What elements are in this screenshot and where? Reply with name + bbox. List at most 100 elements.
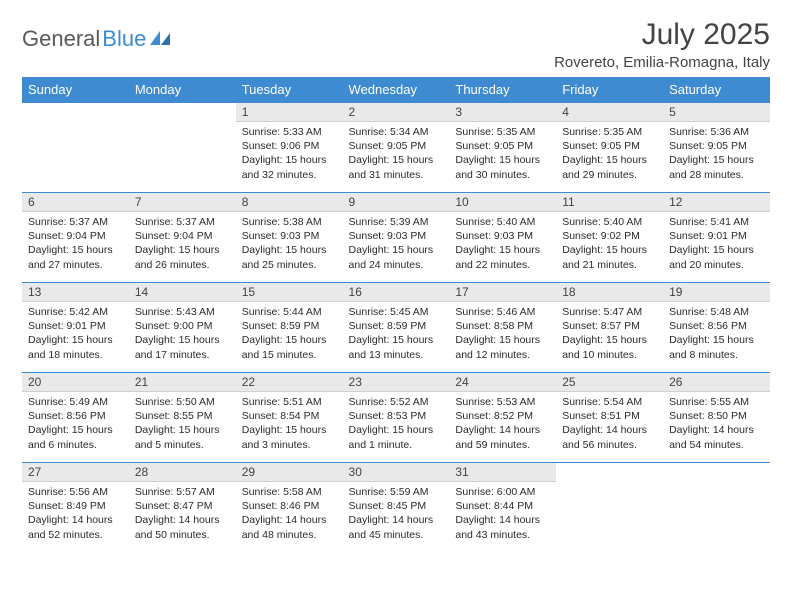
sunrise-line: Sunrise: 5:50 AM xyxy=(135,395,230,409)
calendar-week-row: 27 Sunrise: 5:56 AMSunset: 8:49 PM Dayligh… xyxy=(22,463,770,553)
day-number: 18 xyxy=(556,283,663,302)
sunset-line: Sunset: 9:03 PM xyxy=(349,229,444,243)
day-number: 6 xyxy=(22,193,129,212)
sunset-line: Sunset: 9:05 PM xyxy=(669,139,764,153)
day-details: Sunrise: 5:42 AMSunset: 9:01 PMDaylight:… xyxy=(22,302,129,366)
day-details: Sunrise: 5:51 AMSunset: 8:54 PMDaylight:… xyxy=(236,392,343,456)
weekday-header: Sunday xyxy=(22,77,129,103)
calendar-cell: 11Sunrise: 5:40 AMSunset: 9:02 PMDayligh… xyxy=(556,193,663,283)
calendar-cell: 24Sunrise: 5:53 AMSunset: 8:52 PMDayligh… xyxy=(449,373,556,463)
sunrise-line: Sunrise: 5:35 AM xyxy=(455,125,550,139)
sunrise-line: Sunrise: 5:54 AM xyxy=(562,395,657,409)
daylight-line: Daylight: 15 hours and 25 minutes. xyxy=(242,243,337,271)
sunrise-line: Sunrise: 5:39 AM xyxy=(349,215,444,229)
weekday-header: Monday xyxy=(129,77,236,103)
sunrise-line: Sunrise: 5:56 AM xyxy=(28,485,123,499)
sunset-line: Sunset: 9:00 PM xyxy=(135,319,230,333)
day-number: 17 xyxy=(449,283,556,302)
day-number: 13 xyxy=(22,283,129,302)
day-details: Sunrise: 5:54 AMSunset: 8:51 PMDaylight:… xyxy=(556,392,663,456)
sunset-line: Sunset: 9:05 PM xyxy=(562,139,657,153)
day-number: 27 xyxy=(22,463,129,482)
sunrise-line: Sunrise: 5:40 AM xyxy=(455,215,550,229)
sunrise-line: Sunrise: 5:35 AM xyxy=(562,125,657,139)
day-details: Sunrise: 5:49 AMSunset: 8:56 PMDaylight:… xyxy=(22,392,129,456)
sunset-line: Sunset: 9:06 PM xyxy=(242,139,337,153)
calendar-cell xyxy=(663,463,770,553)
sunset-line: Sunset: 8:59 PM xyxy=(242,319,337,333)
day-number xyxy=(22,103,129,121)
sunrise-line: Sunrise: 5:44 AM xyxy=(242,305,337,319)
day-details: Sunrise: 5:55 AMSunset: 8:50 PMDaylight:… xyxy=(663,392,770,456)
sunset-line: Sunset: 9:02 PM xyxy=(562,229,657,243)
daylight-line: Daylight: 15 hours and 22 minutes. xyxy=(455,243,550,271)
day-number: 9 xyxy=(343,193,450,212)
sunrise-line: Sunrise: 5:38 AM xyxy=(242,215,337,229)
day-details: Sunrise: 5:39 AMSunset: 9:03 PMDaylight:… xyxy=(343,212,450,276)
sunrise-line: Sunrise: 5:58 AM xyxy=(242,485,337,499)
sunrise-line: Sunrise: 6:00 AM xyxy=(455,485,550,499)
daylight-line: Daylight: 15 hours and 20 minutes. xyxy=(669,243,764,271)
calendar-cell: 8Sunrise: 5:38 AMSunset: 9:03 PMDaylight… xyxy=(236,193,343,283)
calendar-body: 1Sunrise: 5:33 AMSunset: 9:06 PMDaylight… xyxy=(22,103,770,553)
day-details: Sunrise: 5:36 AMSunset: 9:05 PMDaylight:… xyxy=(663,122,770,186)
calendar-cell: 31Sunrise: 6:00 AMSunset: 8:44 PMDayligh… xyxy=(449,463,556,553)
daylight-line: Daylight: 15 hours and 27 minutes. xyxy=(28,243,123,271)
calendar-cell: 3Sunrise: 5:35 AMSunset: 9:05 PMDaylight… xyxy=(449,103,556,193)
sunset-line: Sunset: 9:05 PM xyxy=(349,139,444,153)
day-details: Sunrise: 5:34 AMSunset: 9:05 PMDaylight:… xyxy=(343,122,450,186)
sunset-line: Sunset: 8:56 PM xyxy=(28,409,123,423)
page-title: July 2025 xyxy=(554,18,770,52)
weekday-header: Saturday xyxy=(663,77,770,103)
weekday-header-row: SundayMondayTuesdayWednesdayThursdayFrid… xyxy=(22,77,770,103)
daylight-line: Daylight: 14 hours and 48 minutes. xyxy=(242,513,337,541)
day-number: 28 xyxy=(129,463,236,482)
daylight-line: Daylight: 15 hours and 3 minutes. xyxy=(242,423,337,451)
sunrise-line: Sunrise: 5:55 AM xyxy=(669,395,764,409)
day-details: Sunrise: 5:52 AMSunset: 8:53 PMDaylight:… xyxy=(343,392,450,456)
daylight-line: Daylight: 15 hours and 31 minutes. xyxy=(349,153,444,181)
daylight-line: Daylight: 15 hours and 24 minutes. xyxy=(349,243,444,271)
day-number: 25 xyxy=(556,373,663,392)
sunset-line: Sunset: 8:49 PM xyxy=(28,499,123,513)
weekday-header: Tuesday xyxy=(236,77,343,103)
daylight-line: Daylight: 14 hours and 45 minutes. xyxy=(349,513,444,541)
sunrise-line: Sunrise: 5:47 AM xyxy=(562,305,657,319)
sunrise-line: Sunrise: 5:34 AM xyxy=(349,125,444,139)
brand-name-2: Blue xyxy=(102,26,146,52)
day-details: Sunrise: 5:37 AMSunset: 9:04 PMDaylight:… xyxy=(129,212,236,276)
sunset-line: Sunset: 8:46 PM xyxy=(242,499,337,513)
daylight-line: Daylight: 15 hours and 13 minutes. xyxy=(349,333,444,361)
day-details: Sunrise: 5:43 AMSunset: 9:00 PMDaylight:… xyxy=(129,302,236,366)
day-number: 4 xyxy=(556,103,663,122)
sunrise-line: Sunrise: 5:42 AM xyxy=(28,305,123,319)
sunset-line: Sunset: 8:45 PM xyxy=(349,499,444,513)
daylight-line: Daylight: 15 hours and 12 minutes. xyxy=(455,333,550,361)
calendar-cell: 14Sunrise: 5:43 AMSunset: 9:00 PMDayligh… xyxy=(129,283,236,373)
calendar-cell: 4Sunrise: 5:35 AMSunset: 9:05 PMDaylight… xyxy=(556,103,663,193)
day-details: Sunrise: 5:33 AMSunset: 9:06 PMDaylight:… xyxy=(236,122,343,186)
calendar-cell: 19Sunrise: 5:48 AMSunset: 8:56 PMDayligh… xyxy=(663,283,770,373)
brand-logo: GeneralBlue xyxy=(22,26,172,52)
sunset-line: Sunset: 8:53 PM xyxy=(349,409,444,423)
sunset-line: Sunset: 8:57 PM xyxy=(562,319,657,333)
day-details: Sunrise: 5:57 AMSunset: 8:47 PMDaylight:… xyxy=(129,482,236,546)
day-number xyxy=(556,463,663,481)
calendar-cell: 28Sunrise: 5:57 AMSunset: 8:47 PMDayligh… xyxy=(129,463,236,553)
calendar-cell: 6Sunrise: 5:37 AMSunset: 9:04 PMDaylight… xyxy=(22,193,129,283)
sunrise-line: Sunrise: 5:36 AM xyxy=(669,125,764,139)
calendar-week-row: 13Sunrise: 5:42 AMSunset: 9:01 PMDayligh… xyxy=(22,283,770,373)
daylight-line: Daylight: 15 hours and 15 minutes. xyxy=(242,333,337,361)
sunset-line: Sunset: 9:01 PM xyxy=(28,319,123,333)
day-number: 15 xyxy=(236,283,343,302)
sunrise-line: Sunrise: 5:33 AM xyxy=(242,125,337,139)
calendar-cell: 30Sunrise: 5:59 AMSunset: 8:45 PMDayligh… xyxy=(343,463,450,553)
sunrise-line: Sunrise: 5:51 AM xyxy=(242,395,337,409)
calendar-table: SundayMondayTuesdayWednesdayThursdayFrid… xyxy=(22,77,770,553)
sunrise-line: Sunrise: 5:49 AM xyxy=(28,395,123,409)
weekday-header: Wednesday xyxy=(343,77,450,103)
sunset-line: Sunset: 8:47 PM xyxy=(135,499,230,513)
day-details: Sunrise: 5:40 AMSunset: 9:02 PMDaylight:… xyxy=(556,212,663,276)
day-number xyxy=(663,463,770,481)
day-number: 11 xyxy=(556,193,663,212)
